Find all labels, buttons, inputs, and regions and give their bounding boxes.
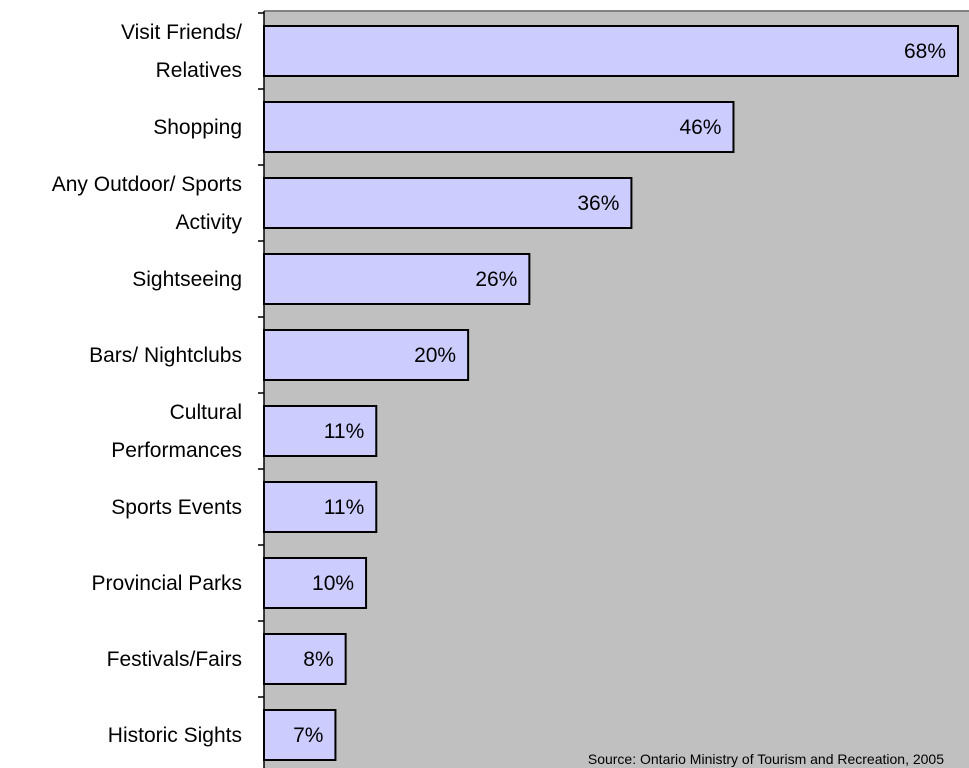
category-label: Festivals/Fairs: [107, 648, 242, 671]
value-label: 46%: [679, 116, 721, 139]
category-label: Any Outdoor/ Sports Activity: [52, 173, 243, 234]
bars-layer: [263, 25, 959, 761]
value-label: 11%: [324, 420, 364, 443]
value-labels: 68% 46% 36% 26% 20% 11% 11% 10% 8% 7%: [293, 40, 946, 747]
bar: [263, 481, 378, 533]
value-label: 36%: [577, 192, 619, 215]
bar: [263, 709, 337, 761]
value-label: 20%: [414, 344, 456, 367]
value-label: 8%: [303, 648, 333, 671]
value-label: 68%: [904, 40, 946, 63]
value-label: 10%: [312, 572, 354, 595]
category-label-line: Performances: [111, 439, 242, 462]
bar: [263, 557, 368, 609]
category-label: Visit Friends/Relatives: [121, 21, 242, 82]
category-label: Sports Events: [111, 496, 242, 519]
category-label-line: Visit Friends/: [121, 21, 242, 44]
value-label: 26%: [475, 268, 517, 291]
bar: [263, 25, 959, 77]
bar: [263, 101, 735, 153]
category-labels: Visit Friends/Relatives Shopping Any Outdo…: [52, 21, 243, 747]
category-label-line: Cultural: [170, 401, 242, 424]
bar: [263, 177, 633, 229]
category-label: Shopping: [153, 116, 242, 139]
category-label: Historic Sights: [108, 724, 242, 747]
bar: [263, 633, 347, 685]
category-label: Sightseeing: [132, 268, 242, 291]
y-axis-ticks: [258, 12, 264, 698]
category-label: Bars/ Nightclubs: [89, 344, 242, 367]
category-label-line: Any Outdoor/ Sports: [52, 173, 242, 196]
category-label-line: Activity: [175, 211, 242, 234]
category-label: Cultural Performances: [111, 401, 242, 462]
category-label: Provincial Parks: [91, 572, 242, 595]
source-note: Source: Ontario Ministry of Tourism and …: [588, 751, 944, 767]
value-label: 7%: [293, 724, 323, 747]
category-label-line: Relatives: [156, 59, 242, 82]
value-label: 11%: [324, 496, 364, 519]
